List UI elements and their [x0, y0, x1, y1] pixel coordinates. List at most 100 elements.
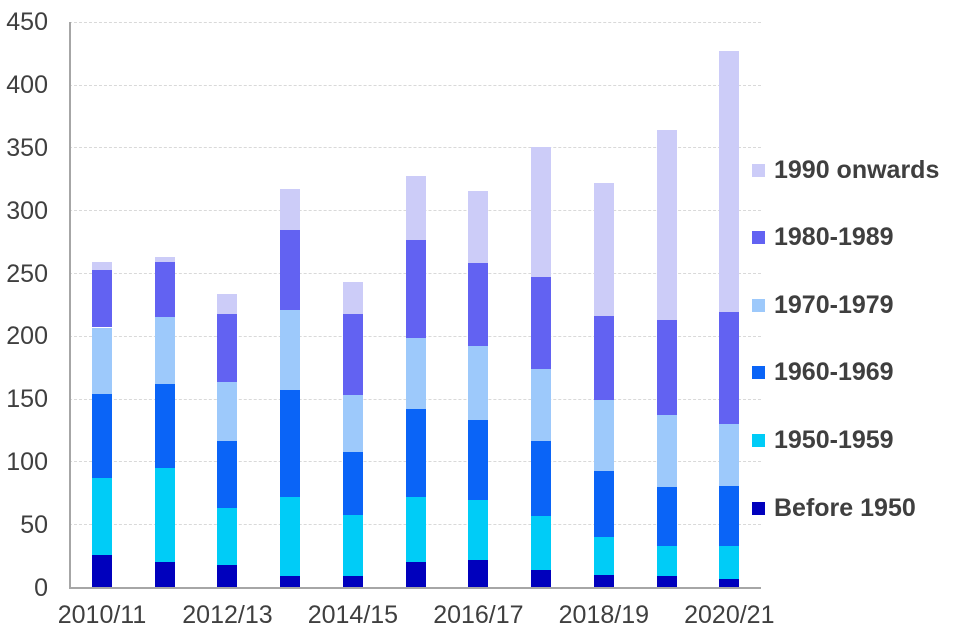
y-tick-label-400: 400 — [6, 71, 48, 100]
bar-segment-2012/13-1970-1979 — [217, 381, 238, 441]
y-tick-label-100: 100 — [6, 447, 48, 476]
x-axis-line — [69, 586, 761, 589]
y-tick-label-300: 300 — [6, 196, 48, 225]
x-tick-label-2012/13: 2012/13 — [182, 601, 273, 629]
y-tick-label-200: 200 — [6, 322, 48, 351]
bar-segment-2013/14-Before 1950 — [280, 576, 301, 588]
legend-swatch-icon — [752, 163, 765, 177]
gridline-450 — [69, 21, 761, 23]
x-tick-label-2020/21: 2020/21 — [684, 601, 775, 629]
bar-segment-2011/12-1970-1979 — [154, 317, 175, 385]
bar-segment-2011/12-1980-1989 — [154, 262, 175, 318]
bar-segment-2015/16-Before 1950 — [405, 562, 426, 588]
bar-segment-2014/15-Before 1950 — [342, 576, 363, 588]
bar-segment-2014/15-1990 onwards — [342, 282, 363, 314]
bar-segment-2011/12-1960-1969 — [154, 384, 175, 469]
legend-item-1970-1979: 1970-1979 — [752, 292, 894, 318]
legend-item-1950-1959: 1950-1959 — [752, 427, 894, 453]
bar-segment-2018/19-1950-1959 — [593, 537, 614, 575]
bar-segment-2020/21-1990 onwards — [719, 51, 740, 313]
bar-segment-2016/17-Before 1950 — [468, 559, 489, 588]
bar-segment-2019/20-1960-1969 — [656, 487, 677, 547]
legend-item-1980-1989: 1980-1989 — [752, 225, 894, 251]
bar-segment-2010/11-Before 1950 — [92, 554, 112, 588]
bar-segment-2017/18-Before 1950 — [531, 569, 552, 588]
legend-label: 1960-1969 — [774, 358, 894, 387]
legend-label: 1970-1979 — [774, 290, 894, 319]
bar-segment-2011/12-Before 1950 — [154, 562, 175, 588]
legend-swatch-icon — [752, 231, 765, 245]
bar-segment-2017/18-1990 onwards — [531, 146, 552, 278]
bar-segment-2016/17-1990 onwards — [468, 190, 489, 264]
bar-segment-2017/18-1950-1959 — [531, 515, 552, 570]
bar-segment-2018/19-1990 onwards — [593, 183, 614, 317]
bar-segment-2010/11-1970-1979 — [92, 327, 112, 395]
bar-segment-2015/16-1970-1979 — [405, 337, 426, 410]
legend-item-1990 onwards: 1990 onwards — [752, 157, 939, 183]
bar-segment-2016/17-1950-1959 — [468, 499, 489, 560]
bar-segment-2020/21-1950-1959 — [719, 546, 740, 579]
bar-segment-2011/12-1990 onwards — [154, 257, 175, 263]
bar-segment-2015/16-1960-1969 — [405, 409, 426, 498]
bar-segment-2015/16-1950-1959 — [405, 497, 426, 563]
bar-segment-2014/15-1960-1969 — [342, 451, 363, 515]
bar-segment-2019/20-Before 1950 — [656, 576, 677, 588]
bar-segment-2011/12-1950-1959 — [154, 468, 175, 563]
x-tick-label-2018/19: 2018/19 — [558, 601, 650, 629]
legend-label: Before 1950 — [774, 493, 916, 522]
bar-segment-2013/14-1980-1989 — [280, 229, 301, 310]
legend-label: 1990 onwards — [774, 155, 940, 184]
bar-segment-2010/11-1960-1969 — [92, 394, 112, 479]
bar-segment-2012/13-1980-1989 — [217, 313, 238, 382]
bar-segment-2017/18-1980-1989 — [531, 277, 552, 369]
y-tick-label-350: 350 — [6, 133, 48, 162]
y-axis-line — [69, 22, 71, 588]
legend-label: 1950-1959 — [774, 425, 894, 454]
bar-segment-2010/11-1980-1989 — [92, 269, 112, 328]
bar-segment-2013/14-1990 onwards — [280, 189, 301, 230]
y-tick-label-150: 150 — [6, 385, 48, 414]
legend-swatch-icon — [752, 433, 765, 447]
bar-segment-2013/14-1960-1969 — [280, 390, 301, 498]
bar-segment-2020/21-1980-1989 — [719, 312, 740, 425]
bar-segment-2017/18-1960-1969 — [531, 440, 552, 516]
legend-swatch-icon — [752, 366, 765, 380]
bar-segment-2019/20-1950-1959 — [656, 546, 677, 577]
gridline-400 — [69, 84, 761, 86]
x-tick-label-2014/15: 2014/15 — [307, 601, 399, 629]
x-tick-label-2010/11: 2010/11 — [57, 601, 147, 629]
bar-segment-2012/13-Before 1950 — [217, 564, 238, 588]
bar-segment-2018/19-1970-1979 — [593, 400, 614, 471]
bar-segment-2016/17-1980-1989 — [468, 263, 489, 347]
gridline-350 — [69, 147, 761, 149]
bar-segment-2016/17-1970-1979 — [468, 346, 489, 421]
legend-item-Before 1950: Before 1950 — [752, 495, 916, 521]
y-tick-label-50: 50 — [20, 510, 48, 539]
bar-segment-2012/13-1950-1959 — [217, 508, 238, 565]
bar-segment-2018/19-1960-1969 — [593, 470, 614, 538]
bar-segment-2020/21-1960-1969 — [719, 485, 740, 547]
bar-segment-2014/15-1980-1989 — [342, 313, 363, 396]
bar-segment-2010/11-1950-1959 — [92, 478, 112, 555]
bar-segment-2015/16-1980-1989 — [405, 239, 426, 338]
bar-segment-2016/17-1960-1969 — [468, 420, 489, 500]
bar-segment-2013/14-1950-1959 — [280, 497, 301, 577]
x-tick-label-2016/17: 2016/17 — [433, 601, 524, 629]
bar-segment-2020/21-1970-1979 — [719, 424, 740, 486]
bar-segment-2010/11-1990 onwards — [92, 262, 112, 270]
legend-item-1960-1969: 1960-1969 — [752, 360, 894, 386]
legend-swatch-icon — [752, 298, 765, 312]
bar-segment-2020/21-Before 1950 — [719, 578, 740, 588]
bar-segment-2013/14-1970-1979 — [280, 309, 301, 391]
y-tick-label-250: 250 — [6, 259, 48, 288]
bar-segment-2019/20-1970-1979 — [656, 415, 677, 487]
bar-segment-2014/15-1970-1979 — [342, 395, 363, 452]
bar-segment-2015/16-1990 onwards — [405, 175, 426, 240]
bar-segment-2019/20-1990 onwards — [656, 130, 677, 320]
y-tick-label-450: 450 — [6, 8, 48, 37]
